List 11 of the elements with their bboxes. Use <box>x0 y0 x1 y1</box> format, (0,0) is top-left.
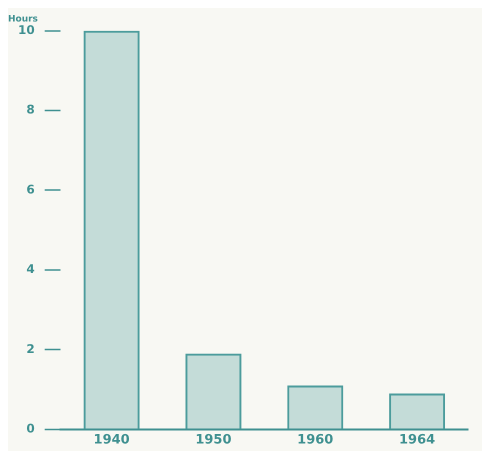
y-tick-label: 2 <box>26 342 35 356</box>
x-tick-label: 1964 <box>398 432 436 448</box>
y-tick-label: 4 <box>26 262 35 276</box>
y-axis-title: Hours <box>8 14 38 25</box>
x-tick-label: 1960 <box>297 432 334 448</box>
y-tick-label: 0 <box>26 422 35 436</box>
x-tick-label: 1950 <box>195 432 232 448</box>
x-tick-label: 1940 <box>94 432 130 448</box>
y-tick-label: 10 <box>18 22 35 37</box>
y-tick-label: 8 <box>26 102 35 117</box>
y-tick-label: 6 <box>26 182 35 196</box>
